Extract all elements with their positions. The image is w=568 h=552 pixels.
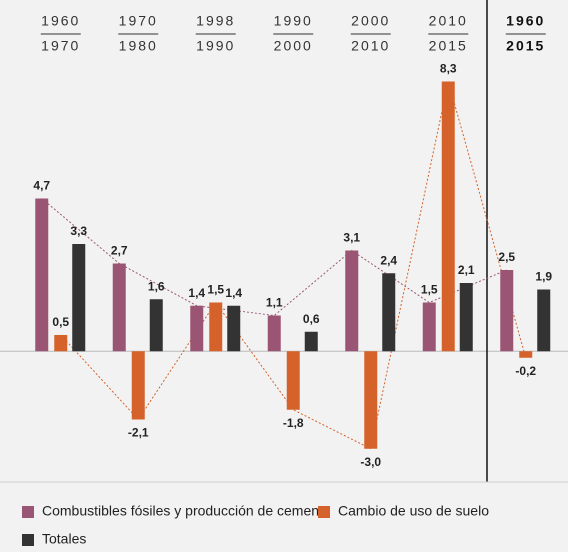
legend-label: Combustibles fósiles y producción de cem… [42, 503, 331, 519]
period-end: 2015 [506, 38, 545, 54]
value-label: 3,1 [343, 231, 360, 245]
value-label: 1,1 [266, 296, 283, 310]
period-end: 1990 [196, 38, 235, 54]
legend-swatch [22, 506, 34, 518]
value-label: 3,3 [70, 224, 87, 238]
period-end: 2000 [274, 38, 313, 54]
value-label: 0,5 [52, 315, 69, 329]
value-label: 1,5 [207, 283, 224, 297]
value-label: 2,4 [380, 253, 397, 267]
bar [422, 302, 436, 352]
value-label: 1,4 [225, 286, 242, 300]
bar [209, 302, 223, 352]
value-label: 2,5 [498, 250, 515, 264]
bar [267, 315, 281, 352]
value-label: 1,9 [535, 270, 552, 284]
period-start: 2000 [351, 13, 390, 29]
period-start: 1990 [274, 13, 313, 29]
period-end: 2010 [351, 38, 390, 54]
period-start: 1960 [41, 13, 80, 29]
value-label: -0,2 [515, 364, 536, 378]
period-start: 1960 [506, 13, 545, 29]
bar [441, 81, 455, 352]
bar [112, 263, 126, 352]
legend-label: Cambio de uso de suelo [338, 503, 489, 519]
bar [537, 289, 551, 352]
value-label: -1,8 [283, 416, 304, 430]
period-start: 2010 [429, 13, 468, 29]
value-label: -3,0 [360, 455, 381, 469]
bar [364, 351, 378, 449]
bar [227, 305, 241, 352]
bar [131, 351, 145, 420]
legend-swatch [318, 506, 330, 518]
value-label: 1,4 [188, 286, 205, 300]
bar [35, 198, 49, 352]
period-start: 1970 [119, 13, 158, 29]
value-label: 8,3 [440, 62, 457, 76]
period-end: 1980 [119, 38, 158, 54]
bar [149, 299, 163, 352]
period-end: 2015 [429, 38, 468, 54]
bar [54, 335, 68, 352]
bar [345, 250, 359, 352]
value-label: 2,7 [111, 244, 128, 258]
bar [500, 270, 514, 352]
period-start: 1998 [196, 13, 235, 29]
bar [286, 351, 300, 410]
period-end: 1970 [41, 38, 80, 54]
value-label: 1,6 [148, 279, 165, 293]
value-label: 1,5 [421, 283, 438, 297]
legend-label: Totales [42, 531, 86, 547]
bar [72, 244, 86, 352]
bar [382, 273, 396, 352]
value-label: 2,1 [458, 263, 475, 277]
bar [519, 351, 533, 358]
bar [459, 283, 473, 352]
bar [304, 331, 318, 352]
value-label: 0,6 [303, 312, 320, 326]
value-label: -2,1 [128, 426, 149, 440]
bar [190, 305, 204, 352]
value-label: 4,7 [33, 179, 50, 193]
legend-swatch [22, 534, 34, 546]
